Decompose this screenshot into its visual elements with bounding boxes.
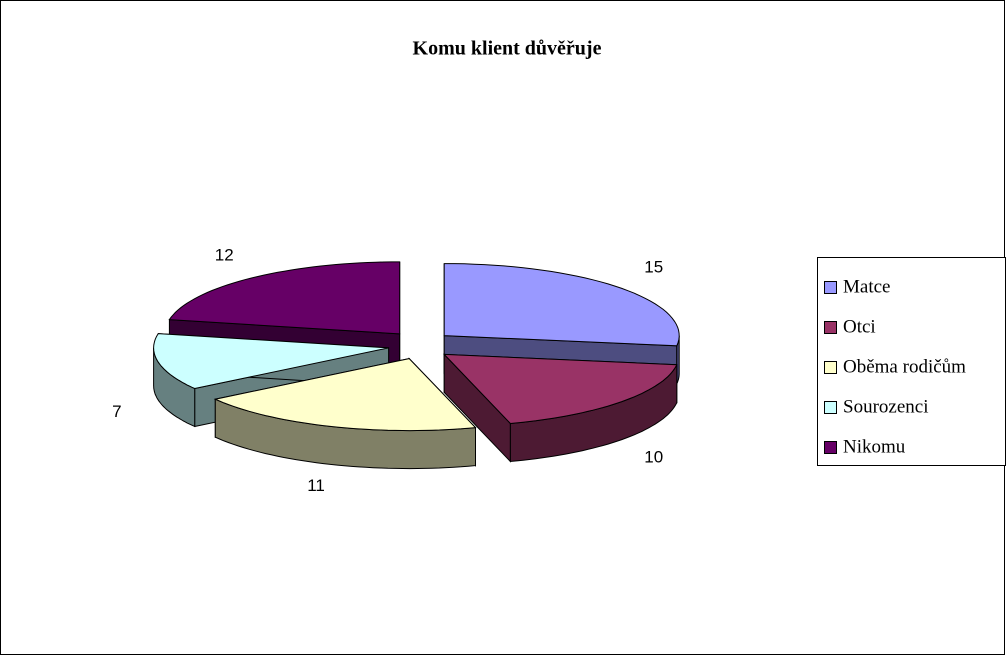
data-label: 7: [112, 402, 121, 421]
chart-title: Komu klient důvěřuje: [413, 38, 602, 60]
legend-label: Oběma rodičům: [843, 356, 966, 377]
legend-swatch: [824, 441, 837, 454]
legend-box: [817, 257, 1006, 466]
slice: [442, 353, 678, 463]
slice-top: [443, 263, 680, 347]
data-label: 12: [215, 246, 234, 265]
legend-label: Sourozenci: [843, 396, 928, 417]
legend-label: Otci: [843, 316, 876, 337]
legend-swatch: [824, 401, 837, 414]
legend-swatch: [824, 361, 837, 374]
slice-top: [153, 333, 389, 390]
legend-label: Matce: [843, 276, 890, 297]
legend-swatch: [824, 281, 837, 294]
legend-label: Nikomu: [843, 436, 906, 457]
legend-swatch: [824, 321, 837, 334]
slice-top: [213, 358, 477, 432]
data-label: 10: [644, 448, 663, 467]
slice-top: [442, 353, 678, 425]
data-label: 11: [307, 476, 325, 495]
slice-top: [168, 261, 401, 335]
data-label: 15: [644, 257, 663, 276]
slice: [213, 357, 477, 470]
